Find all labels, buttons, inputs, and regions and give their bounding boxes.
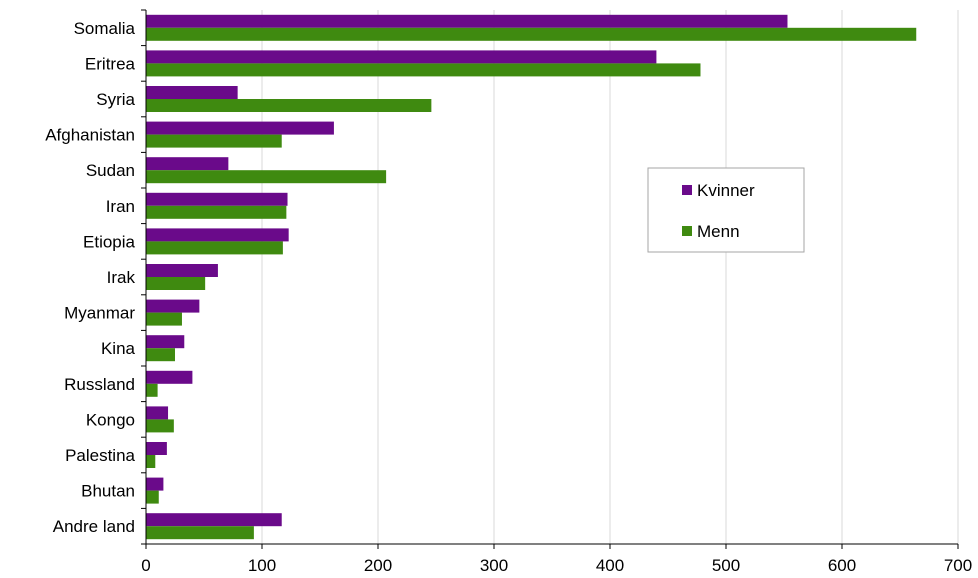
x-tick-label: 500	[712, 556, 740, 575]
x-tick-label: 300	[480, 556, 508, 575]
x-tick-label: 0	[141, 556, 150, 575]
x-tick-label: 100	[248, 556, 276, 575]
bar-menn-kina	[146, 348, 175, 362]
bar-kvinner-kina	[146, 335, 185, 349]
bar-kvinner-afghanistan	[146, 121, 334, 135]
bar-menn-irak	[146, 277, 206, 290]
bar-menn-iran	[146, 205, 287, 219]
bars	[146, 14, 917, 540]
x-tick-label: 600	[828, 556, 856, 575]
category-label: Sudan	[86, 161, 135, 180]
category-label: Andre land	[53, 517, 135, 536]
x-tick-label: 200	[364, 556, 392, 575]
category-label: Afghanistan	[45, 126, 135, 145]
category-label: Myanmar	[64, 304, 135, 323]
category-label: Russland	[64, 375, 135, 394]
bar-kvinner-andre-land	[146, 513, 282, 527]
bar-kvinner-eritrea	[146, 50, 657, 64]
bar-menn-kongo	[146, 419, 174, 433]
bar-kvinner-somalia	[146, 14, 788, 28]
bar-menn-myanmar	[146, 312, 182, 326]
bar-kvinner-etiopia	[146, 228, 289, 242]
bar-kvinner-myanmar	[146, 299, 200, 313]
bar-menn-somalia	[146, 27, 917, 41]
category-label: Iran	[106, 197, 135, 216]
legend-label-menn: Menn	[697, 222, 740, 241]
legend: Kvinner Menn	[647, 167, 805, 253]
category-label: Somalia	[74, 19, 136, 38]
bar-kvinner-sudan	[146, 157, 229, 171]
bar-kvinner-bhutan	[146, 477, 164, 491]
bar-kvinner-iran	[146, 192, 288, 206]
category-label: Kina	[101, 339, 136, 358]
category-label: Etiopia	[83, 232, 136, 251]
bar-menn-etiopia	[146, 241, 283, 255]
bar-menn-syria	[146, 99, 432, 112]
bar-kvinner-kongo	[146, 406, 169, 420]
gridlines	[261, 10, 959, 544]
category-labels: Somalia Eritrea Syria Afghanistan Sudan Iran E…	[45, 19, 135, 536]
x-tick-label: 700	[944, 556, 972, 575]
bar-kvinner-russland	[146, 370, 193, 384]
x-tick-labels: 0 100 200 300 400 500 600 700	[141, 556, 972, 575]
legend-swatch-menn	[682, 226, 692, 236]
bar-kvinner-irak	[146, 264, 218, 277]
legend-swatch-kvinner	[682, 185, 692, 195]
category-label: Bhutan	[81, 482, 135, 501]
bar-menn-afghanistan	[146, 134, 282, 148]
bar-menn-russland	[146, 383, 158, 397]
category-label: Eritrea	[85, 54, 136, 73]
bar-kvinner-syria	[146, 86, 238, 99]
legend-box	[647, 167, 805, 253]
bar-menn-eritrea	[146, 63, 701, 77]
axes	[141, 9, 959, 549]
category-label: Palestina	[65, 446, 135, 465]
bar-menn-palestina	[146, 455, 156, 468]
x-tick-label: 400	[596, 556, 624, 575]
bar-menn-bhutan	[146, 490, 159, 504]
legend-label-kvinner: Kvinner	[697, 181, 755, 200]
bar-kvinner-palestina	[146, 442, 167, 455]
bar-menn-andre-land	[146, 526, 254, 540]
bar-menn-sudan	[146, 170, 387, 184]
category-label: Kongo	[86, 410, 135, 429]
category-label: Irak	[107, 268, 136, 287]
category-label: Syria	[96, 90, 135, 109]
